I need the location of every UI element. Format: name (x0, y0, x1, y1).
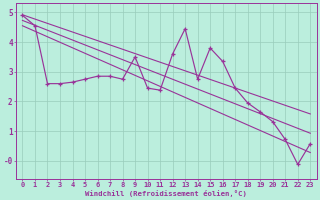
X-axis label: Windchill (Refroidissement éolien,°C): Windchill (Refroidissement éolien,°C) (85, 190, 247, 197)
